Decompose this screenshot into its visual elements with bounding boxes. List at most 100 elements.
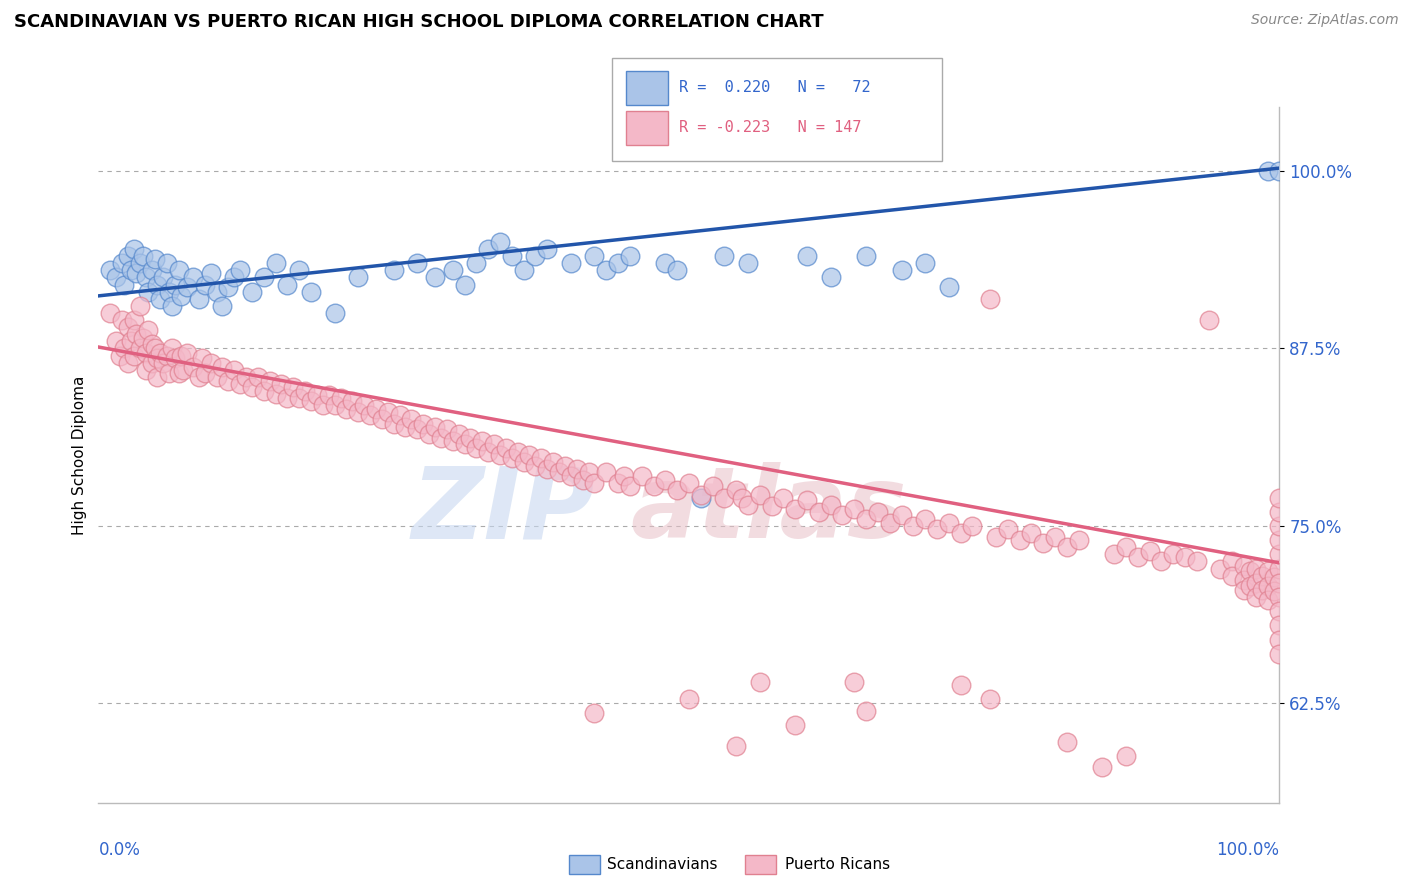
Point xyxy=(737,498,759,512)
Point xyxy=(194,277,217,292)
Point xyxy=(141,263,163,277)
Point xyxy=(149,345,172,359)
Point xyxy=(187,369,209,384)
Point xyxy=(122,349,145,363)
Point xyxy=(205,285,228,299)
Point xyxy=(167,263,190,277)
Point xyxy=(962,519,984,533)
Point xyxy=(125,266,148,280)
Point xyxy=(447,426,470,441)
Point xyxy=(423,419,446,434)
Point xyxy=(1102,547,1125,561)
Point xyxy=(1150,554,1173,568)
Point xyxy=(1115,748,1137,763)
Point xyxy=(105,270,128,285)
Point xyxy=(1239,578,1261,592)
Point xyxy=(436,422,458,436)
Point xyxy=(112,277,135,292)
Point xyxy=(855,704,877,718)
Point xyxy=(1233,582,1256,597)
Point xyxy=(382,417,405,431)
Point xyxy=(1233,573,1256,587)
Point xyxy=(406,256,429,270)
Point xyxy=(938,280,960,294)
Point xyxy=(1220,568,1243,582)
Point xyxy=(157,285,180,299)
Point xyxy=(489,235,512,249)
Point xyxy=(501,249,523,263)
Point xyxy=(524,459,547,474)
Point xyxy=(1268,533,1291,548)
Point xyxy=(253,384,276,398)
Point xyxy=(132,249,155,263)
Point xyxy=(713,491,735,505)
Text: Puerto Ricans: Puerto Ricans xyxy=(785,857,890,871)
Point xyxy=(713,249,735,263)
Point xyxy=(1220,554,1243,568)
Point xyxy=(217,280,239,294)
Point xyxy=(128,342,150,356)
Point xyxy=(578,465,600,479)
Text: atlas: atlas xyxy=(630,462,907,559)
Point xyxy=(211,359,233,374)
Text: SCANDINAVIAN VS PUERTO RICAN HIGH SCHOOL DIPLOMA CORRELATION CHART: SCANDINAVIAN VS PUERTO RICAN HIGH SCHOOL… xyxy=(14,13,824,31)
Point xyxy=(1257,565,1279,579)
Point xyxy=(240,380,263,394)
Point xyxy=(141,356,163,370)
Point xyxy=(122,313,145,327)
Point xyxy=(117,249,139,263)
Point xyxy=(979,292,1001,306)
Point xyxy=(347,405,370,419)
Point xyxy=(855,512,877,526)
Point xyxy=(423,270,446,285)
Point xyxy=(117,320,139,334)
Point xyxy=(371,412,394,426)
Point xyxy=(702,479,724,493)
Point xyxy=(342,394,364,409)
Point xyxy=(412,417,434,431)
Point xyxy=(501,450,523,465)
Point xyxy=(772,491,794,505)
Point xyxy=(253,270,276,285)
Point xyxy=(1268,647,1291,661)
Point xyxy=(949,526,972,541)
Point xyxy=(128,256,150,270)
Point xyxy=(748,488,770,502)
Point xyxy=(1268,618,1291,632)
Point xyxy=(453,436,475,450)
Point xyxy=(820,498,842,512)
Point xyxy=(725,739,748,753)
Point xyxy=(565,462,588,476)
Point xyxy=(607,256,630,270)
Point xyxy=(246,369,269,384)
Point xyxy=(165,277,187,292)
Point xyxy=(654,474,676,488)
Point xyxy=(353,398,375,412)
Point xyxy=(108,349,131,363)
Point xyxy=(1032,536,1054,550)
Point xyxy=(401,412,423,426)
Point xyxy=(512,263,534,277)
Point xyxy=(785,501,807,516)
Point xyxy=(1056,540,1078,554)
Point xyxy=(1268,164,1291,178)
Point xyxy=(157,366,180,380)
Point xyxy=(1244,575,1267,590)
Point xyxy=(335,402,357,417)
Point xyxy=(536,462,558,476)
Point xyxy=(866,505,889,519)
Point xyxy=(128,299,150,313)
Point xyxy=(465,256,488,270)
Point xyxy=(1021,526,1043,541)
Point xyxy=(229,263,252,277)
Point xyxy=(430,431,453,445)
Point xyxy=(560,469,582,483)
Point xyxy=(299,285,322,299)
Point xyxy=(98,263,121,277)
Point xyxy=(364,402,387,417)
Point xyxy=(132,331,155,345)
Point xyxy=(465,441,488,455)
Point xyxy=(288,263,311,277)
Point xyxy=(200,266,222,280)
Point xyxy=(541,455,564,469)
